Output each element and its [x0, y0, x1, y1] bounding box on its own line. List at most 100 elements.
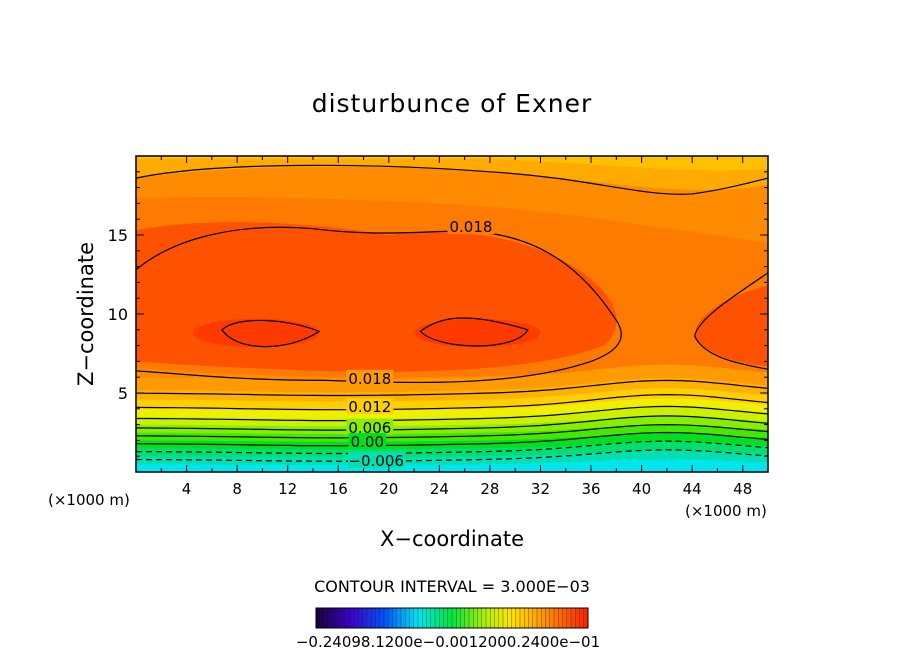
colorbar-swatch	[379, 608, 385, 628]
colorbar-swatch	[528, 608, 534, 628]
colorbar-swatch	[371, 608, 376, 628]
colorbar-swatch	[362, 608, 368, 628]
x-tick-label: 4	[182, 480, 192, 498]
colorbar-swatch	[532, 608, 538, 628]
colorbar-swatch	[520, 608, 525, 628]
contour-label-background	[447, 218, 495, 235]
colorbar-swatch	[452, 608, 457, 628]
contour-label-background	[347, 451, 405, 468]
colorbar-swatch	[413, 608, 419, 628]
colorbar-swatch	[367, 608, 372, 628]
colorbar-swatch	[337, 608, 342, 628]
y-axis-ticks: 5 10 15	[108, 171, 768, 457]
colorbar-swatch	[549, 608, 555, 628]
colorbar-swatch	[341, 608, 347, 628]
contour-label: 0.018	[449, 218, 492, 236]
colorbar-swatch	[503, 608, 508, 628]
field-band	[136, 459, 768, 472]
contour-line	[136, 405, 769, 422]
colorbar-swatch	[524, 608, 529, 628]
colorbar-swatch	[358, 608, 364, 628]
x-tick-label: 40	[632, 480, 651, 498]
colorbar-swatch	[422, 608, 427, 628]
x-axis-ticks: 4 8 12 16 20 24 28 32 36 40 44 48	[160, 156, 752, 498]
colorbar-swatch	[324, 608, 330, 628]
contour-line	[135, 449, 769, 462]
colorbar-swatch	[430, 608, 436, 628]
contour-label: 0.018	[348, 370, 391, 388]
colorbar-swatch	[575, 608, 580, 628]
colorbar-swatch	[579, 608, 585, 628]
colorbar-swatch	[375, 608, 381, 628]
colorbar-swatch	[558, 608, 563, 628]
x-tick-label: 24	[430, 480, 449, 498]
contour-line	[694, 272, 769, 370]
x-axis-label: X−coordinate	[380, 527, 524, 551]
colorbar-frame	[315, 607, 589, 629]
colorbar-swatch	[456, 608, 461, 628]
colorbar-swatch	[507, 608, 512, 628]
colorbar-swatch	[350, 608, 355, 628]
colorbar-swatch	[333, 608, 338, 628]
contour-label-background	[346, 398, 394, 415]
contour-line	[135, 164, 769, 195]
chart-title: disturbunce of Exner	[312, 89, 593, 118]
contour-line	[135, 379, 769, 397]
colorbar-swatch	[477, 608, 483, 628]
x-unit-right: (×1000 m)	[685, 502, 767, 520]
colorbar-swatch	[537, 608, 542, 628]
contour-label-background	[348, 432, 387, 449]
colorbar-swatch	[554, 608, 559, 628]
warm-core-right	[694, 285, 768, 367]
contour-label: 0.00	[351, 433, 384, 451]
max-region-center	[414, 318, 541, 348]
contour-line	[135, 393, 769, 411]
x-tick-label: 16	[329, 480, 348, 498]
x-tick-label: 20	[379, 480, 398, 498]
colorbar-swatch	[566, 608, 572, 628]
colorbar-swatch	[320, 608, 325, 628]
contour-label-background	[346, 369, 394, 386]
contour-line	[135, 431, 769, 447]
colorbar-swatch	[447, 608, 453, 628]
x-tick-label: 8	[232, 480, 242, 498]
contour-label: 0.012	[348, 398, 391, 416]
x-tick-label: 48	[733, 480, 752, 498]
colorbar-swatch	[486, 608, 491, 628]
colorbar-swatch	[316, 608, 321, 628]
colorbar-swatch	[541, 608, 546, 628]
colorbar-swatch	[328, 608, 334, 628]
colorbar-swatch	[384, 608, 389, 628]
colorbar-swatch	[490, 608, 495, 628]
high-value-regions	[136, 222, 768, 372]
contour-line	[135, 423, 769, 439]
x-tick-label: 44	[683, 480, 702, 498]
colorbar-swatch	[409, 608, 415, 628]
colorbar-swatch	[418, 608, 423, 628]
colorbar-swatch	[388, 608, 393, 628]
colorbar-swatch	[583, 608, 589, 628]
y-tick-label: 5	[118, 384, 128, 403]
contour-label: 0.006	[348, 419, 391, 437]
y-tick-label: 15	[108, 226, 128, 245]
colorbar-swatch	[426, 608, 432, 628]
colorbar-swatch	[396, 608, 402, 628]
colorbar-swatch	[511, 608, 517, 628]
colorbar-swatch	[562, 608, 568, 628]
contour-line	[221, 319, 321, 348]
colorbar-swatch	[515, 608, 521, 628]
contour-label: −0.006	[348, 452, 404, 470]
x-tick-label: 28	[480, 480, 499, 498]
colorbar-swatch	[481, 608, 487, 628]
x-tick-label: 32	[531, 480, 550, 498]
contour-line	[419, 317, 529, 347]
colorbar-swatch	[460, 608, 466, 628]
contour-line	[135, 415, 769, 431]
contour-interval-text: CONTOUR INTERVAL = 3.000E−03	[314, 577, 590, 596]
colorbar-swatch	[469, 608, 474, 628]
colorbar-swatch	[494, 608, 500, 628]
contour-lines	[135, 164, 769, 462]
colorbar-swatch	[464, 608, 470, 628]
